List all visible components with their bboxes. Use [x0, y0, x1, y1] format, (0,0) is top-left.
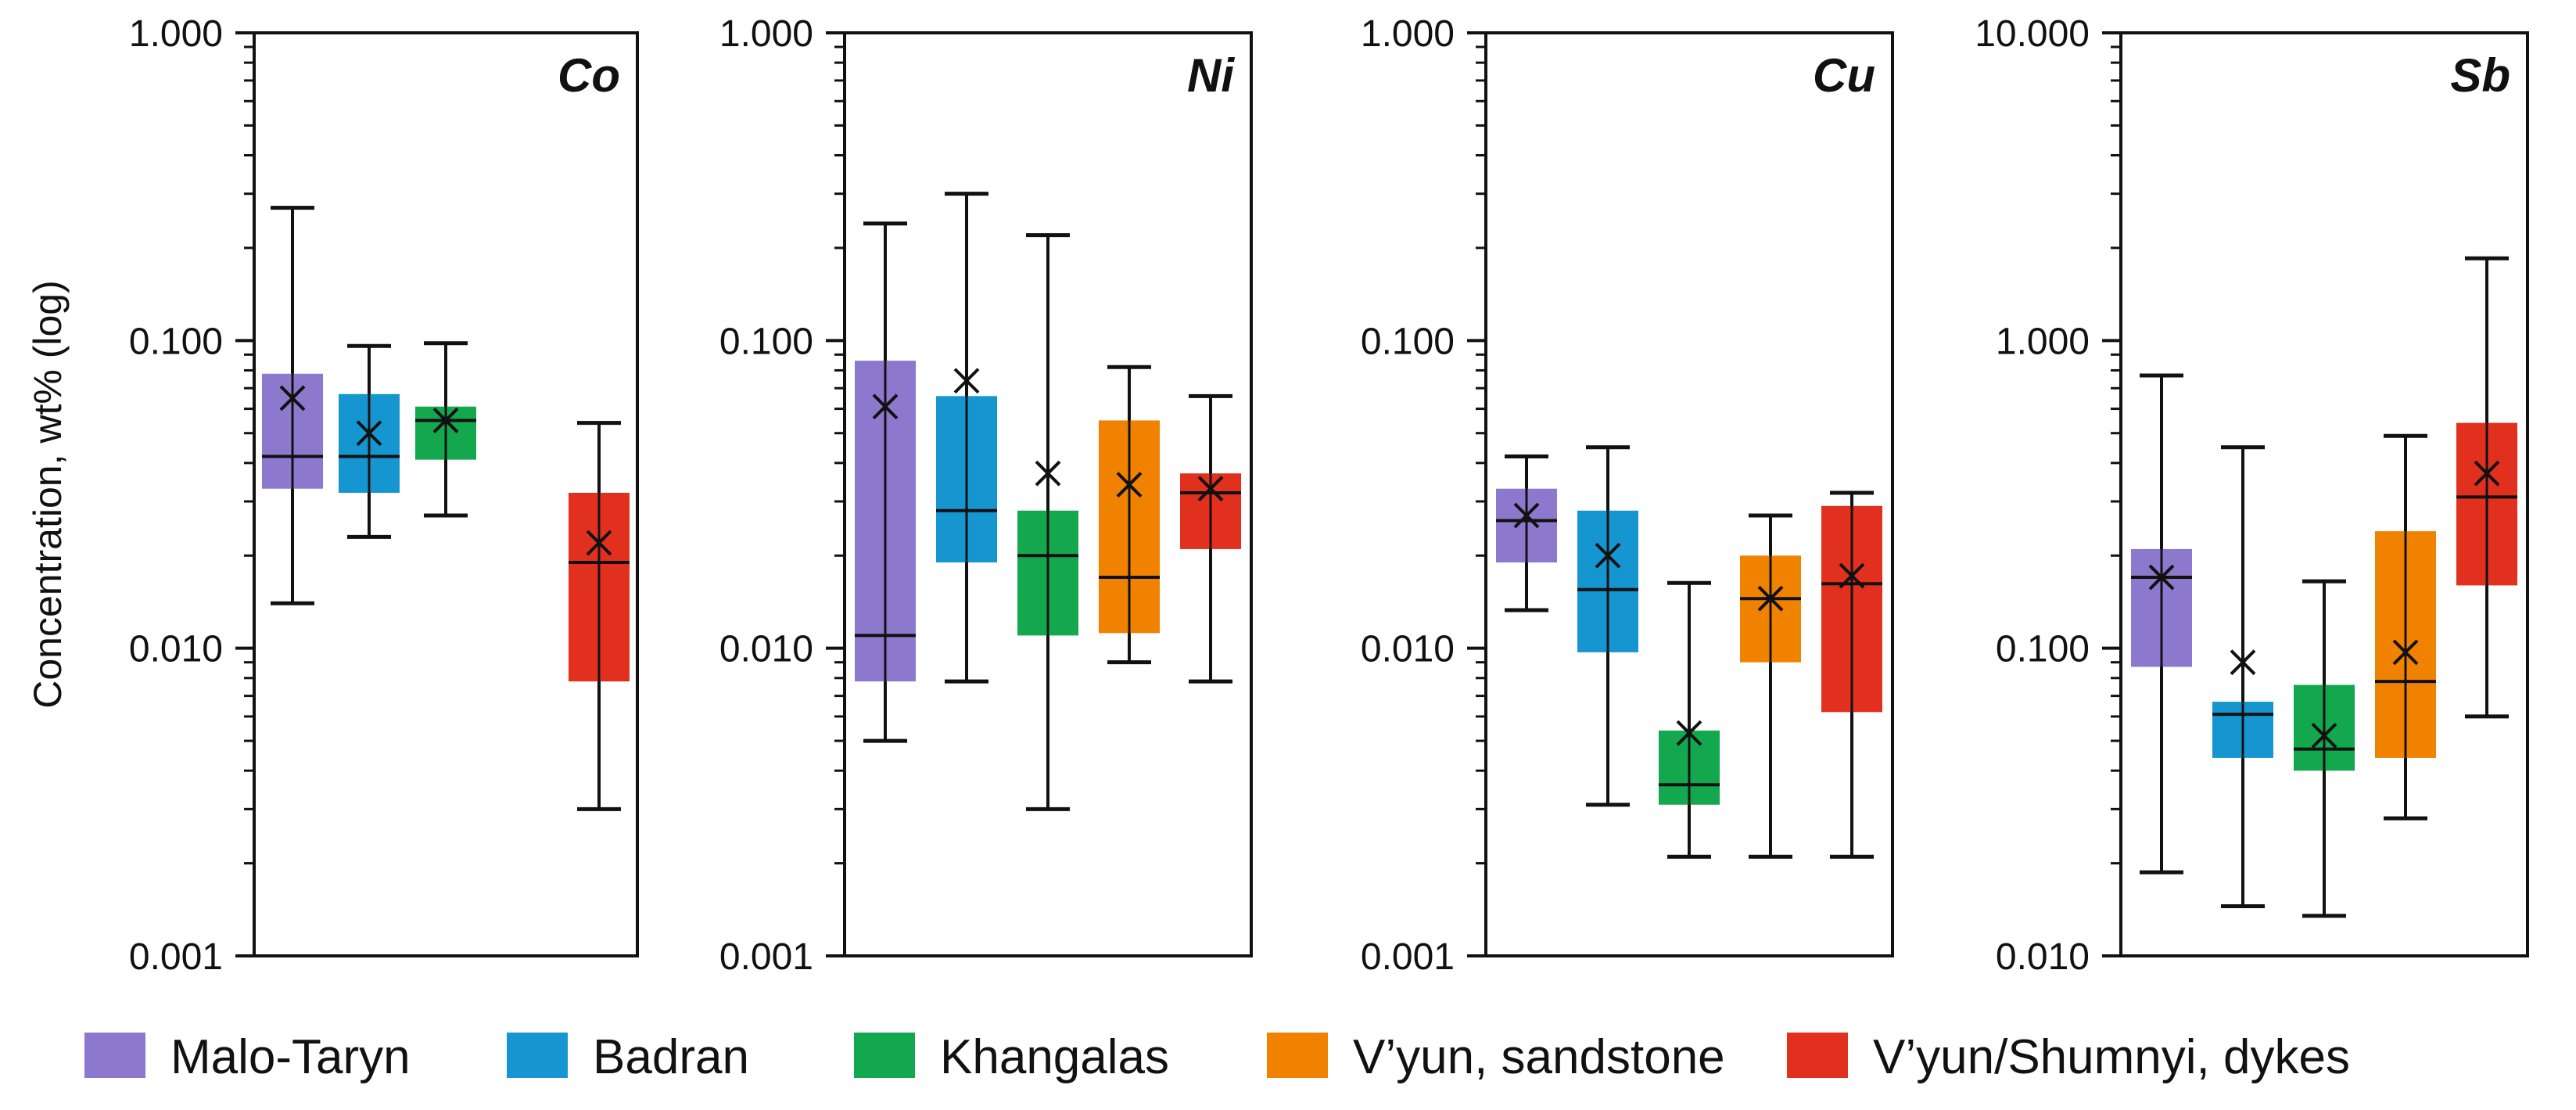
panel-ni: 0.001 0.010 0.100 1.000 Ni — [719, 13, 1253, 978]
box-4 — [1099, 365, 1160, 665]
box-5 — [1821, 490, 1882, 859]
mean-marker-b — [1035, 460, 1061, 487]
box-5 — [2456, 256, 2517, 719]
y-tick-label: 0.100 — [1996, 629, 2090, 670]
panel-title: Co — [558, 49, 620, 102]
y-tick-label: 1.000 — [1996, 321, 2090, 362]
y-tick-label: 0.010 — [1361, 629, 1455, 670]
plot-frame — [1484, 31, 1894, 957]
mean-marker-b — [1676, 720, 1702, 746]
mean-marker-b — [1197, 476, 1224, 502]
mean-marker-b — [279, 385, 306, 411]
y-tick-label: 1.000 — [719, 13, 813, 55]
plot-frame — [2119, 31, 2529, 957]
y-tick-label: 0.001 — [719, 936, 813, 978]
mean-marker-b — [2474, 460, 2500, 487]
y-tick-label: 0.100 — [129, 321, 223, 362]
legend-swatch — [84, 1033, 145, 1078]
panel-title: Ni — [1187, 49, 1235, 102]
mean-marker-b — [432, 408, 459, 433]
mean-marker-b — [2392, 639, 2419, 666]
box-3 — [415, 341, 476, 518]
plot-frame — [253, 31, 639, 957]
legend-swatch — [507, 1033, 568, 1078]
box-2 — [1577, 445, 1638, 807]
mean-marker-b — [2148, 564, 2175, 591]
legend-swatch — [854, 1033, 915, 1078]
y-tick-label: 0.010 — [719, 629, 813, 670]
box-5 — [1180, 393, 1241, 684]
y-tick-label: 0.100 — [719, 321, 813, 362]
legend-label: V’yun/Shumnyi, dykes — [1873, 1030, 2350, 1084]
box-1 — [855, 221, 916, 743]
box-2 — [2212, 445, 2273, 909]
mean-marker-b — [1116, 472, 1143, 498]
y-tick-label: 10.000 — [1975, 13, 2090, 55]
y-axis-label: Concentration, wt% (log) — [26, 280, 70, 708]
y-tick-label: 1.000 — [129, 13, 223, 55]
panel-sb: 0.010 0.100 1.000 10.000 Sb — [1975, 13, 2529, 978]
y-tick-label: 0.001 — [1361, 936, 1455, 978]
y-tick-label: 0.010 — [129, 629, 223, 670]
y-tick-label: 1.000 — [1361, 13, 1455, 55]
legend-label: V’yun, sandstone — [1353, 1030, 1725, 1084]
legend-item: V’yun/Shumnyi, dykes — [1787, 1030, 2350, 1084]
box-5 — [569, 421, 630, 811]
mean-marker-b — [356, 420, 382, 447]
mean-marker-b — [1757, 585, 1784, 612]
legend-item: Badran — [507, 1030, 749, 1084]
panel-title: Sb — [2450, 49, 2510, 102]
box-3 — [1017, 233, 1078, 811]
mean-marker-b — [1839, 562, 1865, 589]
legend-item: Malo-Taryn — [84, 1030, 411, 1084]
y-tick-label: 0.010 — [1996, 936, 2090, 978]
mean-marker-b — [2230, 649, 2256, 676]
panel-title: Cu — [1813, 49, 1875, 102]
mean-marker-b — [1513, 502, 1540, 529]
legend-label: Malo-Taryn — [170, 1030, 411, 1084]
box-1 — [1496, 454, 1557, 612]
legend-swatch — [1267, 1033, 1328, 1078]
panel-cu: 0.001 0.010 0.100 1.000 Cu — [1361, 13, 1894, 978]
legend-item: Khangalas — [854, 1030, 1169, 1084]
legend-label: Badran — [593, 1030, 749, 1084]
legend-item: V’yun, sandstone — [1267, 1030, 1725, 1084]
box-1 — [2131, 373, 2192, 875]
box-4 — [2375, 433, 2436, 821]
mean-marker-b — [586, 530, 612, 556]
panel-co: 0.001 0.010 0.100 1.000 Co — [129, 13, 639, 978]
mean-marker-b — [1595, 542, 1621, 569]
box-2 — [936, 192, 997, 684]
box-2 — [339, 343, 400, 539]
mean-marker-b — [872, 393, 899, 420]
mean-marker-b — [2311, 722, 2337, 749]
box-4 — [1740, 513, 1801, 859]
y-tick-label: 0.001 — [129, 936, 223, 978]
box-1 — [262, 206, 323, 605]
y-tick-label: 0.100 — [1361, 321, 1455, 362]
plot-frame — [843, 31, 1253, 957]
legend-swatch — [1787, 1033, 1848, 1078]
legend: Malo-Taryn Badran Khangalas V’yun, sandston… — [84, 1030, 2350, 1084]
box-3 — [1659, 580, 1720, 859]
legend-label: Khangalas — [940, 1030, 1169, 1084]
mean-marker-b — [953, 368, 980, 394]
box-3 — [2294, 579, 2355, 918]
